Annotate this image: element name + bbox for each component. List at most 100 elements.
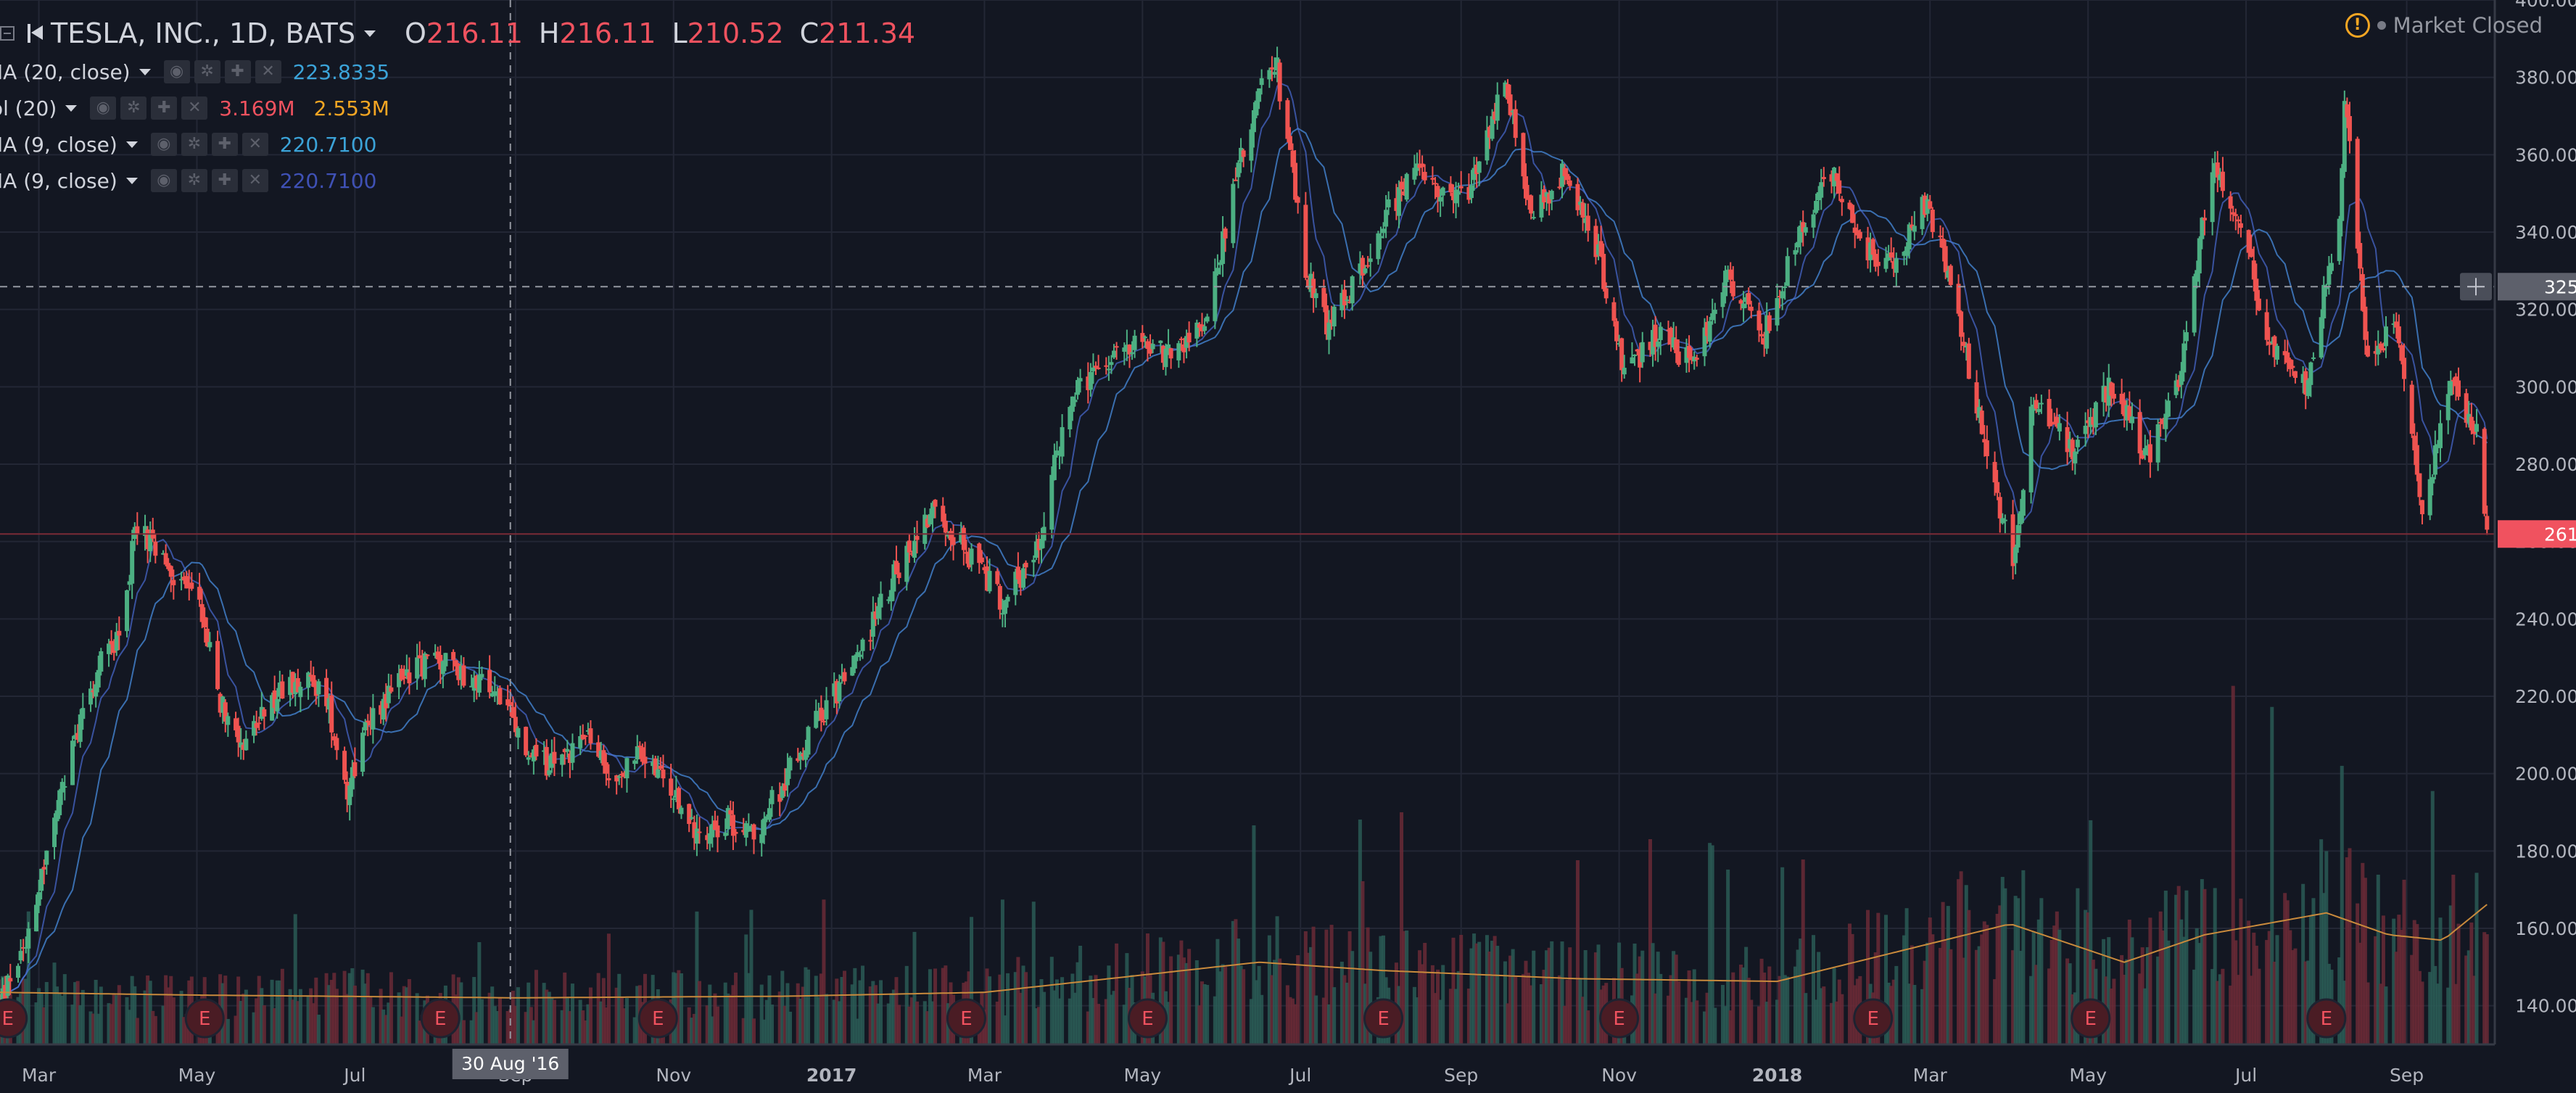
volume-bar: [568, 1011, 572, 1044]
plus-icon[interactable]: ✚: [211, 133, 238, 156]
candle-body: [1450, 192, 1456, 201]
candle-body: [2158, 421, 2163, 424]
plus-icon[interactable]: ✚: [211, 169, 238, 192]
volume-bar: [2029, 976, 2034, 1044]
candle-body: [1684, 347, 1689, 363]
close-icon[interactable]: ✕: [181, 96, 208, 120]
candle-body: [1287, 136, 1292, 150]
volume-bar: [371, 1007, 375, 1044]
candle-body: [130, 540, 135, 584]
symbol-title[interactable]: TESLA, INC., 1D, BATS: [51, 17, 355, 49]
eye-icon[interactable]: ◉: [150, 169, 177, 192]
candle-body: [2119, 393, 2124, 405]
candle-body: [2155, 424, 2160, 463]
volume-bar: [2197, 943, 2202, 1044]
indicator-row-ma9-b[interactable]: MA (9, close) ◉ ✲ ✚ ✕ 220.7100: [0, 162, 915, 199]
indicator-row-ma9-a[interactable]: MA (9, close) ◉ ✲ ✚ ✕ 220.7100: [0, 126, 915, 162]
candle-body: [1160, 346, 1165, 363]
volume-bar: [1593, 952, 1598, 1044]
candle-body: [379, 705, 384, 715]
candle-body: [2055, 416, 2060, 427]
volume-bar: [73, 982, 78, 1044]
volume-bar: [925, 1011, 930, 1044]
candle-body: [1213, 271, 1218, 321]
ma20-line: [0, 127, 2488, 1012]
candle-body: [1521, 133, 1526, 177]
chevron-down-icon[interactable]: [364, 30, 376, 37]
candle-body: [2174, 380, 2179, 395]
volume-bar: [2272, 962, 2276, 1044]
volume-bar: [985, 968, 989, 1044]
indicator-row-vol[interactable]: Vol (20) ◉ ✲ ✚ ✕ 3.169M 2.553M: [0, 90, 915, 126]
candle-body: [197, 587, 202, 600]
eye-icon[interactable]: ◉: [163, 60, 190, 83]
volume-bar: [752, 1018, 756, 1044]
y-tick-label: 140.00: [2515, 996, 2576, 1017]
eye-icon[interactable]: ◉: [150, 133, 177, 156]
candle-body: [824, 700, 829, 719]
close-icon[interactable]: ✕: [255, 60, 281, 83]
candle-body: [205, 628, 210, 647]
volume-bar: [825, 994, 829, 1044]
volume-bar: [389, 972, 393, 1044]
indicator-label[interactable]: MA (20, close): [0, 59, 131, 84]
volume-bar: [400, 1016, 404, 1044]
volume-bar: [1459, 935, 1464, 1044]
gear-icon[interactable]: ✲: [181, 169, 207, 192]
candle-body: [1200, 324, 1205, 331]
indicator-row-ma20[interactable]: MA (20, close) ◉ ✲ ✚ ✕ 223.8335: [0, 54, 915, 90]
candle-body: [1003, 600, 1008, 614]
chevron-down-icon[interactable]: [139, 68, 151, 75]
volume-bar: [1052, 990, 1057, 1044]
volume-bar: [2265, 940, 2269, 1044]
close-icon[interactable]: ✕: [242, 169, 268, 192]
warning-icon[interactable]: !: [2345, 13, 2370, 38]
candle-body: [290, 672, 295, 693]
close-icon[interactable]: ✕: [242, 133, 268, 156]
indicator-label[interactable]: MA (9, close): [0, 132, 117, 157]
volume-bar: [1982, 921, 1986, 1044]
candle-body: [117, 630, 122, 636]
volume-bar: [226, 1018, 230, 1044]
volume-bar: [1006, 973, 1010, 1044]
candle-body: [2267, 341, 2272, 345]
gear-icon[interactable]: ✲: [181, 133, 207, 156]
volume-bar: [275, 980, 279, 1044]
chevron-down-icon[interactable]: [125, 141, 138, 148]
gear-icon[interactable]: ✲: [194, 60, 220, 83]
volume-bar: [1068, 998, 1072, 1044]
plus-icon[interactable]: ✚: [224, 60, 251, 83]
plus-icon[interactable]: ✚: [151, 96, 178, 120]
volume-bar: [293, 914, 297, 1044]
x-tick-label: Jul: [342, 1065, 366, 1086]
chevron-down-icon[interactable]: [125, 177, 138, 184]
volume-bar: [498, 997, 502, 1044]
volume-bar: [1993, 979, 1997, 1044]
candle-body: [91, 690, 96, 693]
gear-icon[interactable]: ✲: [120, 96, 147, 120]
candle-body: [1746, 292, 1751, 305]
volume-bar: [1975, 949, 1979, 1044]
candle-body: [1875, 262, 1881, 266]
x-tick-label: May: [178, 1065, 216, 1086]
candle-body: [1142, 337, 1147, 339]
candle-body: [2329, 263, 2334, 271]
candle-body: [1511, 110, 1516, 112]
volume-bar: [2249, 976, 2253, 1044]
candle-body: [875, 606, 880, 619]
volume-bar: [1967, 910, 1971, 1044]
volume-bar: [112, 993, 116, 1044]
chevron-down-icon[interactable]: [65, 104, 78, 112]
eye-icon[interactable]: ◉: [90, 96, 117, 120]
candle-body: [218, 693, 223, 713]
indicator-label[interactable]: MA (9, close): [0, 168, 117, 193]
volume-bar: [1309, 946, 1313, 1044]
candle-body: [2437, 423, 2443, 448]
collapse-legend-icon[interactable]: [0, 26, 15, 41]
candle-body: [2264, 312, 2269, 340]
indicator-label[interactable]: Vol (20): [0, 96, 57, 120]
market-status[interactable]: ! Market Closed: [2345, 13, 2543, 38]
flag-icon[interactable]: [28, 24, 44, 43]
